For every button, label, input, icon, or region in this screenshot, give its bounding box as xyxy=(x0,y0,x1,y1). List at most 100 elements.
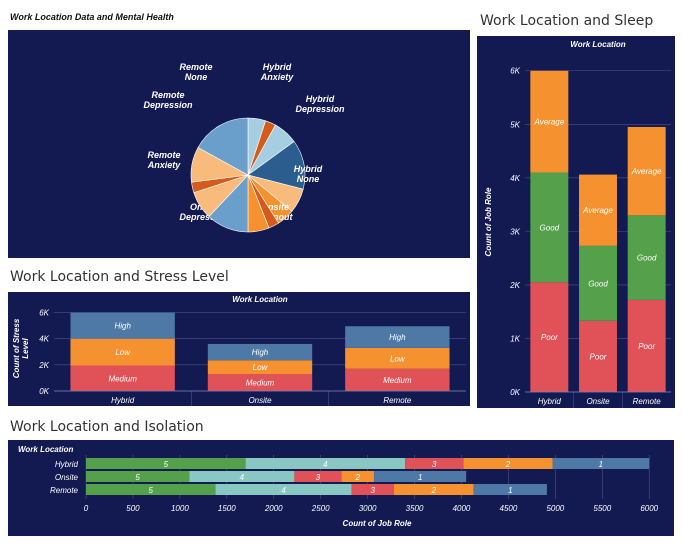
x-tick-label: 6000 xyxy=(640,504,658,513)
bar-label-high: High xyxy=(389,333,406,342)
bar-remote-level-4 xyxy=(215,484,352,495)
bar-label-low: Low xyxy=(390,354,406,363)
pie-label-hybrid-anxiety: Hybrid Anxiety xyxy=(260,62,295,82)
y-tick-label: 6K xyxy=(510,67,520,76)
bar-label-good: Good xyxy=(588,279,608,288)
pie-panel: Hybrid Anxiety Hybrid Depression Hybrid None O… xyxy=(8,30,470,258)
x-tick-label: Remote xyxy=(383,396,412,405)
bar-remote-medium xyxy=(345,368,450,391)
bar-label-poor: Poor xyxy=(638,342,655,351)
bar-onsite-low xyxy=(207,360,313,374)
x-tick-label: 0 xyxy=(84,504,89,513)
sleep-panel: Work Location 0K 1K 2K 3K 4K 5K 6K Count of Job … xyxy=(477,36,675,408)
bar-remote-level-5 xyxy=(86,484,216,495)
x-tick-label: Onsite xyxy=(248,396,272,405)
bar-hybrid-high xyxy=(70,312,175,339)
y-tick-label: 1K xyxy=(510,334,520,343)
bar-hybrid-good xyxy=(530,172,569,283)
header-label: Work Location xyxy=(18,445,74,454)
pie-slice-remote-none xyxy=(197,117,249,176)
bar-label-medium: Medium xyxy=(246,379,275,388)
bar-hybrid-medium xyxy=(70,365,175,391)
pie-label-onsite-burnout: OnsiteBurnout xyxy=(258,202,294,222)
stress-chart: Work Location 0K 2K 4K 6K Count of StressLeve… xyxy=(12,295,466,407)
bar-label-good: Good xyxy=(540,223,560,232)
y-tick-label: 6K xyxy=(39,309,49,318)
bar-remote-level-2 xyxy=(393,484,474,495)
bar-label-high: High xyxy=(114,322,131,331)
pie-label-remote-none: Remote None xyxy=(179,62,212,82)
bar-label-level-3: 3 xyxy=(432,460,437,469)
bar-hybrid-poor xyxy=(530,282,569,392)
y-tick-label: Remote xyxy=(50,486,79,495)
y-tick-label: Hybrid xyxy=(55,460,79,469)
y-axis-title: Count of Job Role xyxy=(484,187,493,256)
bar-hybrid-average xyxy=(530,70,569,173)
bar-remote-high xyxy=(345,326,450,348)
x-tick-label: 4000 xyxy=(453,504,471,513)
bar-remote-level-1 xyxy=(473,484,547,495)
bar-onsite-level-1 xyxy=(374,471,467,482)
header-label: Work Location xyxy=(570,40,626,49)
x-tick-label: 5000 xyxy=(546,504,564,513)
bar-label-low: Low xyxy=(115,348,131,357)
x-tick-label: 3500 xyxy=(406,504,424,513)
bar-remote-good xyxy=(627,215,666,300)
stress-chart-title: Work Location and Stress Level xyxy=(10,269,229,285)
bar-label-good: Good xyxy=(637,254,657,263)
bar-hybrid-level-3 xyxy=(405,458,464,469)
bar-label-level-2: 2 xyxy=(431,486,437,495)
pie-chart-title: Work Location Data and Mental Health xyxy=(10,12,174,22)
y-tick-label: 4K xyxy=(510,174,520,183)
bar-onsite-high xyxy=(207,343,313,361)
isolation-chart-title: Work Location and Isolation xyxy=(10,419,204,435)
bar-label-level-2: 2 xyxy=(355,473,361,482)
bar-onsite-level-2 xyxy=(341,471,375,482)
sleep-chart: Work Location 0K 1K 2K 3K 4K 5K 6K Count of Job … xyxy=(484,40,671,408)
bar-label-poor: Poor xyxy=(541,333,558,342)
bar-hybrid-level-2 xyxy=(463,458,553,469)
x-tick-label: 3000 xyxy=(359,504,377,513)
bar-remote-poor xyxy=(627,299,666,392)
stress-panel: Work Location 0K 2K 4K 6K Count of StressLeve… xyxy=(8,292,470,407)
y-tick-label: 0K xyxy=(510,388,520,397)
y-tick-label: 2K xyxy=(38,361,49,370)
pie-label-remote-anxiety: Remote Anxiety xyxy=(147,150,182,170)
bar-label-poor: Poor xyxy=(590,352,607,361)
x-tick-label: Hybrid xyxy=(538,397,562,406)
bar-onsite-poor xyxy=(579,320,617,392)
bar-label-average: Average xyxy=(582,206,613,215)
bar-onsite-level-3 xyxy=(294,471,342,482)
y-tick-label: 4K xyxy=(39,335,49,344)
bar-label-level-4: 4 xyxy=(240,473,245,482)
y-axis-title: Count of StressLevel xyxy=(12,318,30,378)
y-tick-label: 2K xyxy=(509,281,520,290)
bar-hybrid-level-4 xyxy=(245,458,406,469)
bar-hybrid-level-5 xyxy=(86,458,246,469)
bar-remote-level-3 xyxy=(351,484,394,495)
bar-label-level-2: 2 xyxy=(505,460,511,469)
bar-label-level-5: 5 xyxy=(164,460,169,469)
y-tick-label: Onsite xyxy=(55,473,79,482)
x-tick-label: Remote xyxy=(633,397,662,406)
sleep-chart-title: Work Location and Sleep xyxy=(480,13,654,29)
bar-onsite-level-4 xyxy=(189,471,295,482)
bar-label-level-3: 3 xyxy=(371,486,376,495)
bar-label-level-4: 4 xyxy=(281,486,286,495)
bar-remote-low xyxy=(345,347,450,369)
header-label: Work Location xyxy=(232,295,288,304)
x-tick-label: 500 xyxy=(126,504,140,513)
x-tick-label: 5500 xyxy=(593,504,611,513)
x-tick-label: Hybrid xyxy=(111,396,135,405)
bar-onsite-good xyxy=(579,245,617,321)
bar-label-level-4: 4 xyxy=(323,460,328,469)
bar-hybrid-low xyxy=(70,338,175,366)
bar-label-medium: Medium xyxy=(108,374,137,383)
bar-label-level-1: 1 xyxy=(599,460,603,469)
bar-label-high: High xyxy=(252,348,269,357)
bar-label-level-3: 3 xyxy=(316,473,321,482)
bar-label-level-5: 5 xyxy=(149,486,154,495)
pie-label-hybrid-depression: Hybrid Depression xyxy=(295,94,345,114)
